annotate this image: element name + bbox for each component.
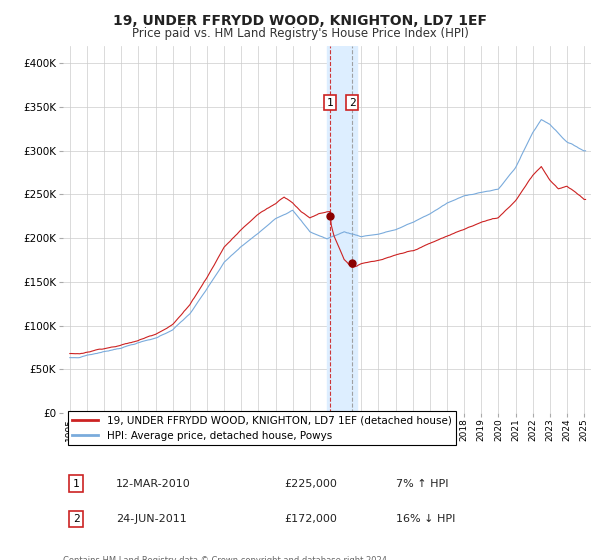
Text: Contains HM Land Registry data © Crown copyright and database right 2024.
This d: Contains HM Land Registry data © Crown c…: [63, 556, 389, 560]
Text: 24-JUN-2011: 24-JUN-2011: [116, 514, 187, 524]
Text: 7% ↑ HPI: 7% ↑ HPI: [395, 479, 448, 488]
Text: 2: 2: [349, 97, 356, 108]
Text: 16% ↓ HPI: 16% ↓ HPI: [395, 514, 455, 524]
Text: 1: 1: [327, 97, 334, 108]
Text: £225,000: £225,000: [285, 479, 338, 488]
Bar: [327, 46, 357, 413]
Text: 19, UNDER FFRYDD WOOD, KNIGHTON, LD7 1EF: 19, UNDER FFRYDD WOOD, KNIGHTON, LD7 1EF: [113, 14, 487, 28]
Legend: 19, UNDER FFRYDD WOOD, KNIGHTON, LD7 1EF (detached house), HPI: Average price, d: 19, UNDER FFRYDD WOOD, KNIGHTON, LD7 1EF…: [68, 411, 456, 445]
Text: £172,000: £172,000: [285, 514, 338, 524]
Text: 1: 1: [73, 479, 80, 488]
Text: 12-MAR-2010: 12-MAR-2010: [116, 479, 191, 488]
Text: 2: 2: [73, 514, 80, 524]
Text: Price paid vs. HM Land Registry's House Price Index (HPI): Price paid vs. HM Land Registry's House …: [131, 27, 469, 40]
